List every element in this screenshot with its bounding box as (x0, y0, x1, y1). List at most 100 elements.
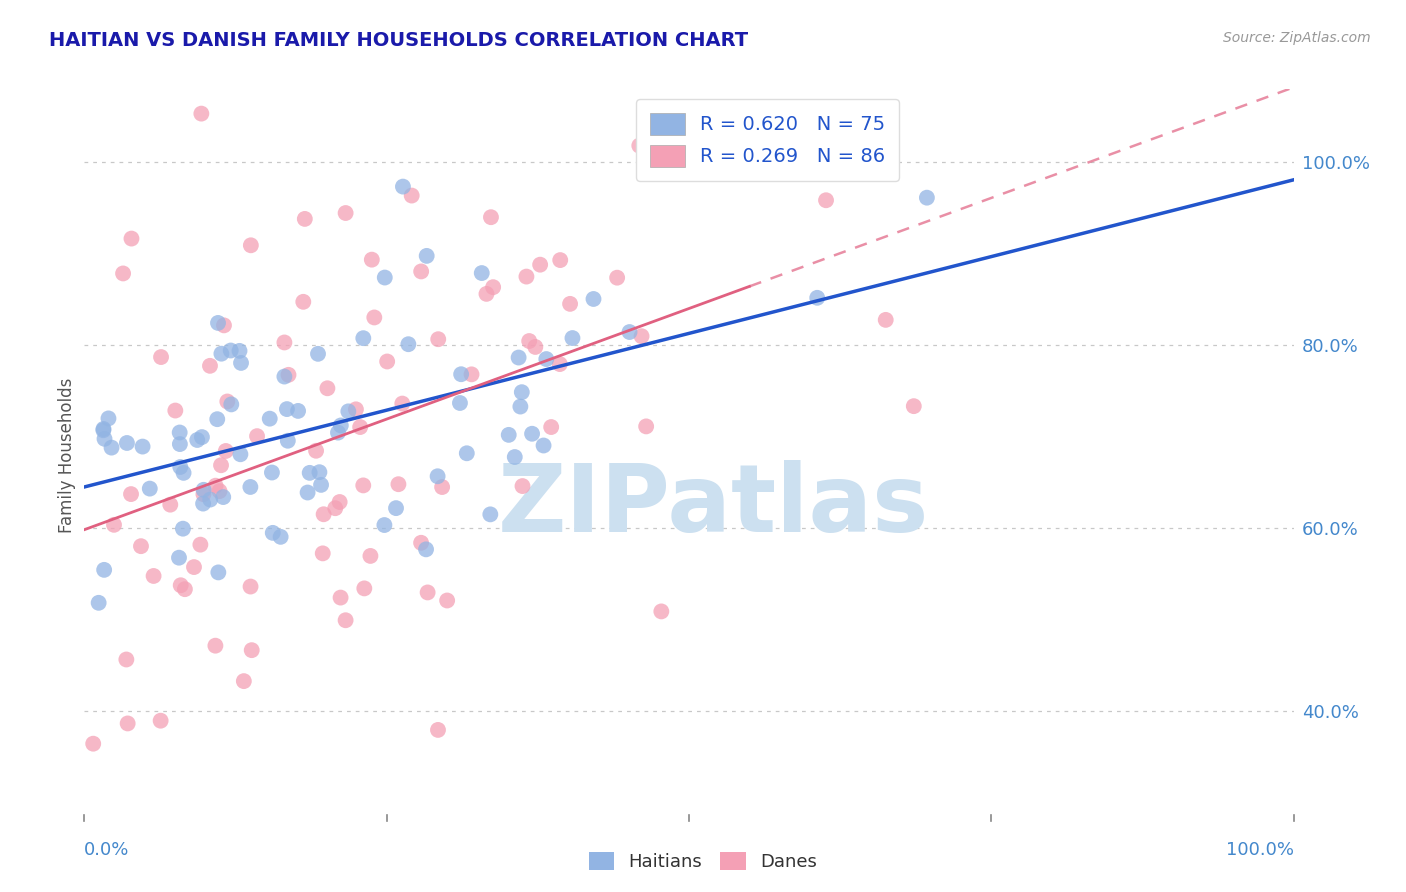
Point (100, 441, 122, 455)
Point (430, 480, 453, 494)
Point (606, 270, 628, 285)
Point (353, 582, 375, 596)
Point (112, 267, 135, 281)
Point (392, 179, 415, 194)
Point (352, 478, 374, 492)
Point (628, 138, 651, 153)
Point (277, 368, 299, 382)
Point (307, 347, 329, 361)
Legend: R = 0.620   N = 75, R = 0.269   N = 86: R = 0.620 N = 75, R = 0.269 N = 86 (636, 99, 898, 181)
Point (503, 450, 526, 464)
Text: 100.0%: 100.0% (1226, 841, 1294, 859)
Point (385, 501, 408, 516)
Point (169, 425, 191, 440)
Point (167, 550, 190, 565)
Point (169, 460, 191, 475)
Point (212, 318, 235, 333)
Point (120, 487, 142, 501)
Point (93, 432, 115, 446)
Point (228, 343, 250, 358)
Point (387, 477, 409, 491)
Point (411, 264, 433, 278)
Point (520, 426, 543, 441)
Point (115, 652, 138, 666)
Point (475, 286, 498, 301)
Point (190, 538, 212, 552)
Point (87, 596, 110, 610)
Point (294, 211, 316, 226)
Point (259, 411, 281, 425)
Point (374, 270, 396, 285)
Text: 0.0%: 0.0% (84, 841, 129, 859)
Point (207, 316, 229, 330)
Point (260, 466, 283, 480)
Point (309, 478, 332, 492)
Point (509, 400, 531, 414)
Point (217, 394, 239, 409)
Point (323, 501, 346, 516)
Point (159, 498, 181, 512)
Point (903, 399, 925, 413)
Point (815, 193, 838, 207)
Point (375, 354, 398, 368)
Point (533, 438, 555, 452)
Point (246, 429, 269, 443)
Legend: Haitians, Danes: Haitians, Danes (582, 845, 824, 879)
Point (207, 566, 229, 580)
Point (305, 443, 328, 458)
Point (183, 560, 205, 574)
Point (149, 714, 172, 728)
Point (335, 613, 357, 627)
Point (207, 412, 229, 426)
Point (93, 422, 115, 436)
Point (312, 508, 335, 522)
Point (276, 402, 298, 417)
Point (273, 369, 295, 384)
Point (93, 563, 115, 577)
Point (619, 325, 641, 339)
Point (270, 530, 292, 544)
Point (191, 497, 214, 511)
Point (548, 357, 571, 371)
Point (297, 485, 319, 500)
Point (529, 258, 551, 272)
Point (131, 440, 153, 454)
Point (411, 535, 433, 549)
Point (373, 518, 395, 533)
Point (415, 542, 437, 557)
Point (204, 479, 226, 493)
Point (630, 329, 652, 343)
Text: ZIPatlas: ZIPatlas (498, 460, 929, 552)
Point (198, 359, 221, 373)
Point (239, 480, 262, 494)
Point (416, 585, 439, 599)
Point (208, 484, 231, 499)
Point (129, 539, 152, 553)
Point (396, 337, 419, 351)
Point (449, 396, 471, 410)
Point (415, 249, 437, 263)
Point (391, 396, 413, 410)
Point (512, 479, 534, 493)
Point (510, 385, 533, 400)
Point (287, 404, 309, 418)
Point (548, 253, 571, 268)
Point (806, 291, 828, 305)
Point (173, 466, 195, 480)
Point (193, 487, 215, 501)
Point (427, 723, 450, 737)
Point (401, 188, 423, 202)
Point (326, 425, 349, 440)
Point (170, 578, 193, 592)
Point (479, 508, 502, 522)
Point (262, 525, 284, 540)
Point (117, 716, 139, 731)
Point (229, 447, 252, 461)
Point (316, 381, 339, 395)
Point (875, 313, 897, 327)
Point (298, 466, 321, 480)
Point (204, 639, 226, 653)
Point (650, 604, 672, 618)
Point (172, 522, 194, 536)
Point (239, 580, 262, 594)
